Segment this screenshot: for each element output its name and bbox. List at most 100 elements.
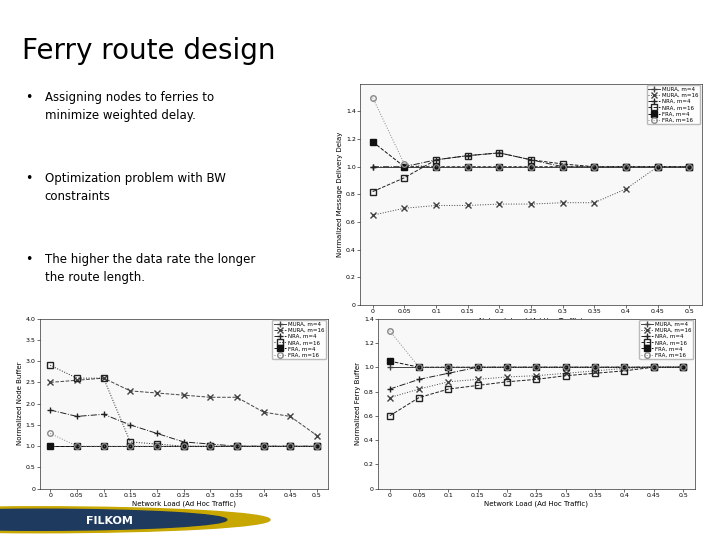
NRA, m=4 <box>527 157 536 163</box>
Line: NRA, m=16: NRA, m=16 <box>370 150 692 194</box>
FRA, m=4 <box>503 364 511 370</box>
NRA, m=4 <box>679 364 688 370</box>
FRA, m=16 <box>73 443 81 449</box>
NRA, m=4 <box>474 364 482 370</box>
MURA, m=16 <box>562 370 570 376</box>
Text: Ferry route design: Ferry route design <box>22 37 275 65</box>
Text: Optimization problem with BW
constraints: Optimization problem with BW constraints <box>45 172 225 202</box>
Legend: MURA, m=4, MURA, m=16, NRA, m=4, NRA, m=16, FRA, m=4, FRA, m=16: MURA, m=4, MURA, m=16, NRA, m=4, NRA, m=… <box>647 85 701 124</box>
NRA, m=16 <box>444 386 453 392</box>
MURA, m=4 <box>259 443 268 449</box>
MURA, m=16 <box>590 199 598 206</box>
NRA, m=4 <box>562 364 570 370</box>
FRA, m=4 <box>233 443 241 449</box>
FRA, m=16 <box>527 164 536 170</box>
NRA, m=16 <box>621 164 630 170</box>
MURA, m=4 <box>385 364 394 370</box>
MURA, m=16 <box>620 365 629 372</box>
Line: MURA, m=4: MURA, m=4 <box>387 364 686 370</box>
MURA, m=4 <box>73 443 81 449</box>
FRA, m=16 <box>153 443 161 449</box>
NRA, m=4 <box>590 164 598 170</box>
NRA, m=4 <box>312 443 321 449</box>
FRA, m=16 <box>46 430 55 437</box>
FRA, m=16 <box>474 364 482 370</box>
NRA, m=16 <box>474 382 482 389</box>
FRA, m=4 <box>474 364 482 370</box>
FRA, m=4 <box>369 139 377 145</box>
MURA, m=4 <box>233 443 241 449</box>
Line: FRA, m=4: FRA, m=4 <box>48 443 320 449</box>
FRA, m=4 <box>126 443 135 449</box>
NRA, m=4 <box>126 422 135 428</box>
MURA, m=4 <box>312 443 321 449</box>
NRA, m=16 <box>558 161 567 167</box>
FRA, m=4 <box>153 443 161 449</box>
FRA, m=4 <box>179 443 188 449</box>
MURA, m=16 <box>495 201 504 207</box>
MURA, m=16 <box>46 379 55 386</box>
NRA, m=4 <box>590 364 599 370</box>
NRA, m=16 <box>233 443 241 449</box>
NRA, m=16 <box>562 373 570 379</box>
FRA, m=16 <box>432 164 441 170</box>
FRA, m=4 <box>562 364 570 370</box>
NRA, m=16 <box>153 441 161 447</box>
FRA, m=16 <box>259 443 268 449</box>
MURA, m=4 <box>495 164 504 170</box>
NRA, m=16 <box>286 443 294 449</box>
FRA, m=16 <box>385 327 394 334</box>
FRA, m=16 <box>558 164 567 170</box>
MURA, m=16 <box>649 364 658 370</box>
NRA, m=16 <box>685 164 693 170</box>
FRA, m=16 <box>99 443 108 449</box>
MURA, m=4 <box>432 164 441 170</box>
MURA, m=16 <box>400 205 409 212</box>
NRA, m=4 <box>495 150 504 156</box>
MURA, m=4 <box>503 364 511 370</box>
NRA, m=16 <box>73 375 81 381</box>
FRA, m=16 <box>653 164 662 170</box>
FRA, m=4 <box>620 364 629 370</box>
FRA, m=16 <box>400 161 409 167</box>
MURA, m=16 <box>527 201 536 207</box>
Line: MURA, m=4: MURA, m=4 <box>370 164 692 170</box>
MURA, m=16 <box>653 164 662 170</box>
NRA, m=16 <box>620 368 629 374</box>
MURA, m=16 <box>312 433 321 439</box>
FRA, m=4 <box>532 364 541 370</box>
NRA, m=4 <box>400 164 409 170</box>
Legend: MURA, m=4, MURA, m=16, NRA, m=4, NRA, m=16, FRA, m=4, FRA, m=16: MURA, m=4, MURA, m=16, NRA, m=4, NRA, m=… <box>639 320 693 359</box>
FRA, m=4 <box>73 443 81 449</box>
FRA, m=16 <box>621 164 630 170</box>
FRA, m=16 <box>590 164 598 170</box>
FRA, m=16 <box>233 443 241 449</box>
Line: NRA, m=4: NRA, m=4 <box>387 364 686 392</box>
MURA, m=4 <box>558 164 567 170</box>
FRA, m=16 <box>590 364 599 370</box>
FRA, m=4 <box>385 358 394 365</box>
Line: NRA, m=4: NRA, m=4 <box>370 150 692 170</box>
MURA, m=4 <box>369 164 377 170</box>
NRA, m=16 <box>179 443 188 449</box>
X-axis label: Network Load (Ad Hoc Traffic): Network Load (Ad Hoc Traffic) <box>132 501 235 507</box>
NRA, m=16 <box>99 375 108 381</box>
Line: FRA, m=4: FRA, m=4 <box>387 359 686 370</box>
NRA, m=16 <box>464 152 472 159</box>
MURA, m=16 <box>126 388 135 394</box>
MURA, m=16 <box>179 392 188 399</box>
MURA, m=4 <box>532 364 541 370</box>
MURA, m=4 <box>527 164 536 170</box>
MURA, m=4 <box>400 164 409 170</box>
MURA, m=4 <box>99 443 108 449</box>
Text: The higher the data rate the longer
the route length.: The higher the data rate the longer the … <box>45 253 255 284</box>
NRA, m=4 <box>369 164 377 170</box>
MURA, m=16 <box>464 202 472 209</box>
NRA, m=16 <box>415 394 423 401</box>
FRA, m=4 <box>558 164 567 170</box>
MURA, m=16 <box>685 164 693 170</box>
FRA, m=4 <box>444 364 453 370</box>
NRA, m=4 <box>415 376 423 382</box>
MURA, m=4 <box>653 164 662 170</box>
NRA, m=16 <box>503 379 511 385</box>
